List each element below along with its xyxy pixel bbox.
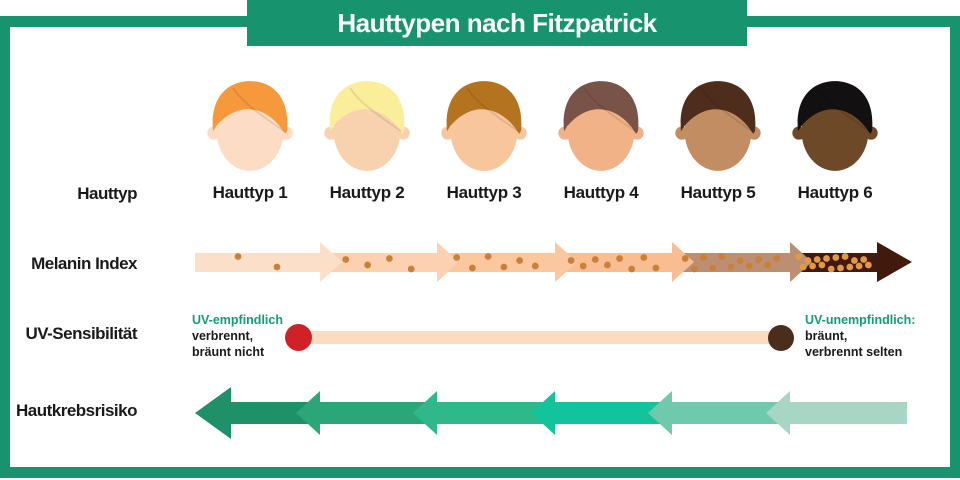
melanin-dot	[234, 253, 242, 260]
face-icon-3	[441, 81, 527, 171]
melanin-index-arrow	[195, 242, 912, 282]
melanin-dot	[364, 261, 371, 269]
uv-insensitive-text: UV-unempfindlich: bräunt, verbrennt selt…	[805, 312, 915, 360]
melanin-dot	[851, 257, 858, 264]
melanin-dot	[846, 263, 854, 271]
melanin-dot	[640, 254, 648, 261]
melanin-dot	[718, 253, 726, 260]
melanin-dot	[700, 254, 707, 261]
uv-insensitive-line1: bräunt,	[805, 329, 848, 343]
melanin-segment-6	[790, 242, 912, 282]
melanin-dot	[823, 255, 830, 262]
melanin-dot	[484, 253, 492, 260]
uv-insensitive-dot	[768, 325, 794, 351]
skin-type-column-2	[309, 80, 426, 172]
melanin-dot	[604, 261, 611, 269]
melanin-dot	[795, 253, 802, 260]
title-banner: Hauttypen nach Fitzpatrick	[247, 0, 747, 46]
cancer-risk-segment-1	[195, 387, 320, 439]
uv-insensitive-line2: verbrennt selten	[805, 345, 903, 359]
melanin-dot	[342, 256, 350, 263]
melanin-dot	[579, 262, 587, 270]
row-label-hautkrebsrisiko: Hautkrebsrisiko	[16, 401, 138, 420]
skin-type-label-3: Hauttyp 3	[446, 183, 522, 202]
melanin-dot	[841, 253, 849, 260]
melanin-dot	[709, 264, 717, 272]
melanin-dot	[681, 255, 689, 262]
skin-type-column-4	[543, 80, 660, 172]
skin-type-label-6: Hauttyp 6	[797, 183, 873, 202]
melanin-dot	[865, 261, 872, 269]
uv-sensitive-text: UV-empfindlich verbrennt, bräunt nicht	[192, 312, 283, 360]
melanin-dot	[799, 263, 807, 271]
face-icon-6	[792, 81, 878, 171]
melanin-dot	[616, 255, 623, 262]
cancer-risk-segment-6	[766, 391, 907, 435]
cancer-risk-segment-3	[413, 391, 555, 435]
melanin-dot	[531, 262, 539, 270]
row-label-uv-sensibilitaet: UV-Sensibilität	[25, 324, 137, 343]
melanin-dot	[652, 264, 660, 272]
cancer-risk-segment-2	[296, 391, 437, 435]
melanin-dot	[855, 262, 863, 270]
melanin-segment-2	[320, 242, 459, 282]
uv-sensitive-dot	[285, 324, 312, 351]
uv-scale-bar	[292, 331, 788, 344]
cancer-risk-segment-4	[531, 391, 672, 435]
melanin-dot	[736, 257, 744, 264]
hautkrebsrisiko-arrow	[195, 387, 907, 439]
melanin-segment-1	[195, 242, 342, 282]
melanin-dot	[764, 261, 772, 269]
melanin-dot	[591, 256, 599, 263]
uv-sensitive-heading: UV-empfindlich	[192, 313, 283, 327]
melanin-dot	[827, 265, 835, 273]
cancer-risk-segment-5	[648, 391, 790, 435]
melanin-dot	[273, 263, 281, 271]
melanin-dot	[567, 257, 575, 264]
melanin-segment-4	[555, 242, 694, 282]
skin-type-label-4: Hauttyp 4	[563, 183, 639, 202]
skin-type-label-5: Hauttyp 5	[680, 183, 756, 202]
melanin-dot	[628, 265, 636, 273]
melanin-dot	[755, 256, 762, 263]
row-label-hauttyp: Hauttyp	[77, 184, 137, 203]
page-title: Hauttypen nach Fitzpatrick	[337, 7, 657, 38]
melanin-dot	[860, 256, 868, 263]
uv-sensitive-line1: verbrennt,	[192, 329, 254, 343]
face-icon-5	[675, 81, 761, 171]
melanin-dot	[727, 263, 735, 271]
skin-type-column-3	[426, 80, 543, 172]
skin-type-column-1	[192, 80, 309, 172]
row-label-melanin-index: Melanin Index	[31, 254, 137, 273]
skin-type-label-2: Hauttyp 2	[329, 183, 405, 202]
melanin-dot	[804, 257, 812, 264]
skin-type-label-1: Hauttyp 1	[212, 183, 288, 202]
face-icon-1	[207, 81, 293, 171]
melanin-dot	[453, 254, 461, 261]
melanin-dot	[837, 264, 844, 272]
skin-type-column-6	[777, 80, 894, 172]
melanin-dot	[690, 265, 698, 273]
melanin-dot	[773, 255, 781, 262]
melanin-dot	[516, 257, 523, 264]
melanin-segment-3	[437, 242, 577, 282]
skin-type-column-5	[660, 80, 777, 172]
face-icon-4	[558, 81, 644, 171]
face-icon-2	[324, 81, 410, 171]
melanin-dot	[386, 255, 393, 262]
melanin-dot	[813, 256, 821, 263]
melanin-dot	[818, 261, 826, 269]
melanin-dot	[745, 262, 753, 270]
melanin-dot	[832, 254, 840, 261]
melanin-dot	[407, 265, 415, 273]
melanin-dot	[469, 264, 476, 272]
uv-insensitive-heading: UV-unempfindlich:	[805, 313, 916, 327]
melanin-dot	[500, 263, 508, 271]
uv-sensitive-line2: bräunt nicht	[192, 345, 265, 359]
melanin-dot	[809, 262, 816, 270]
